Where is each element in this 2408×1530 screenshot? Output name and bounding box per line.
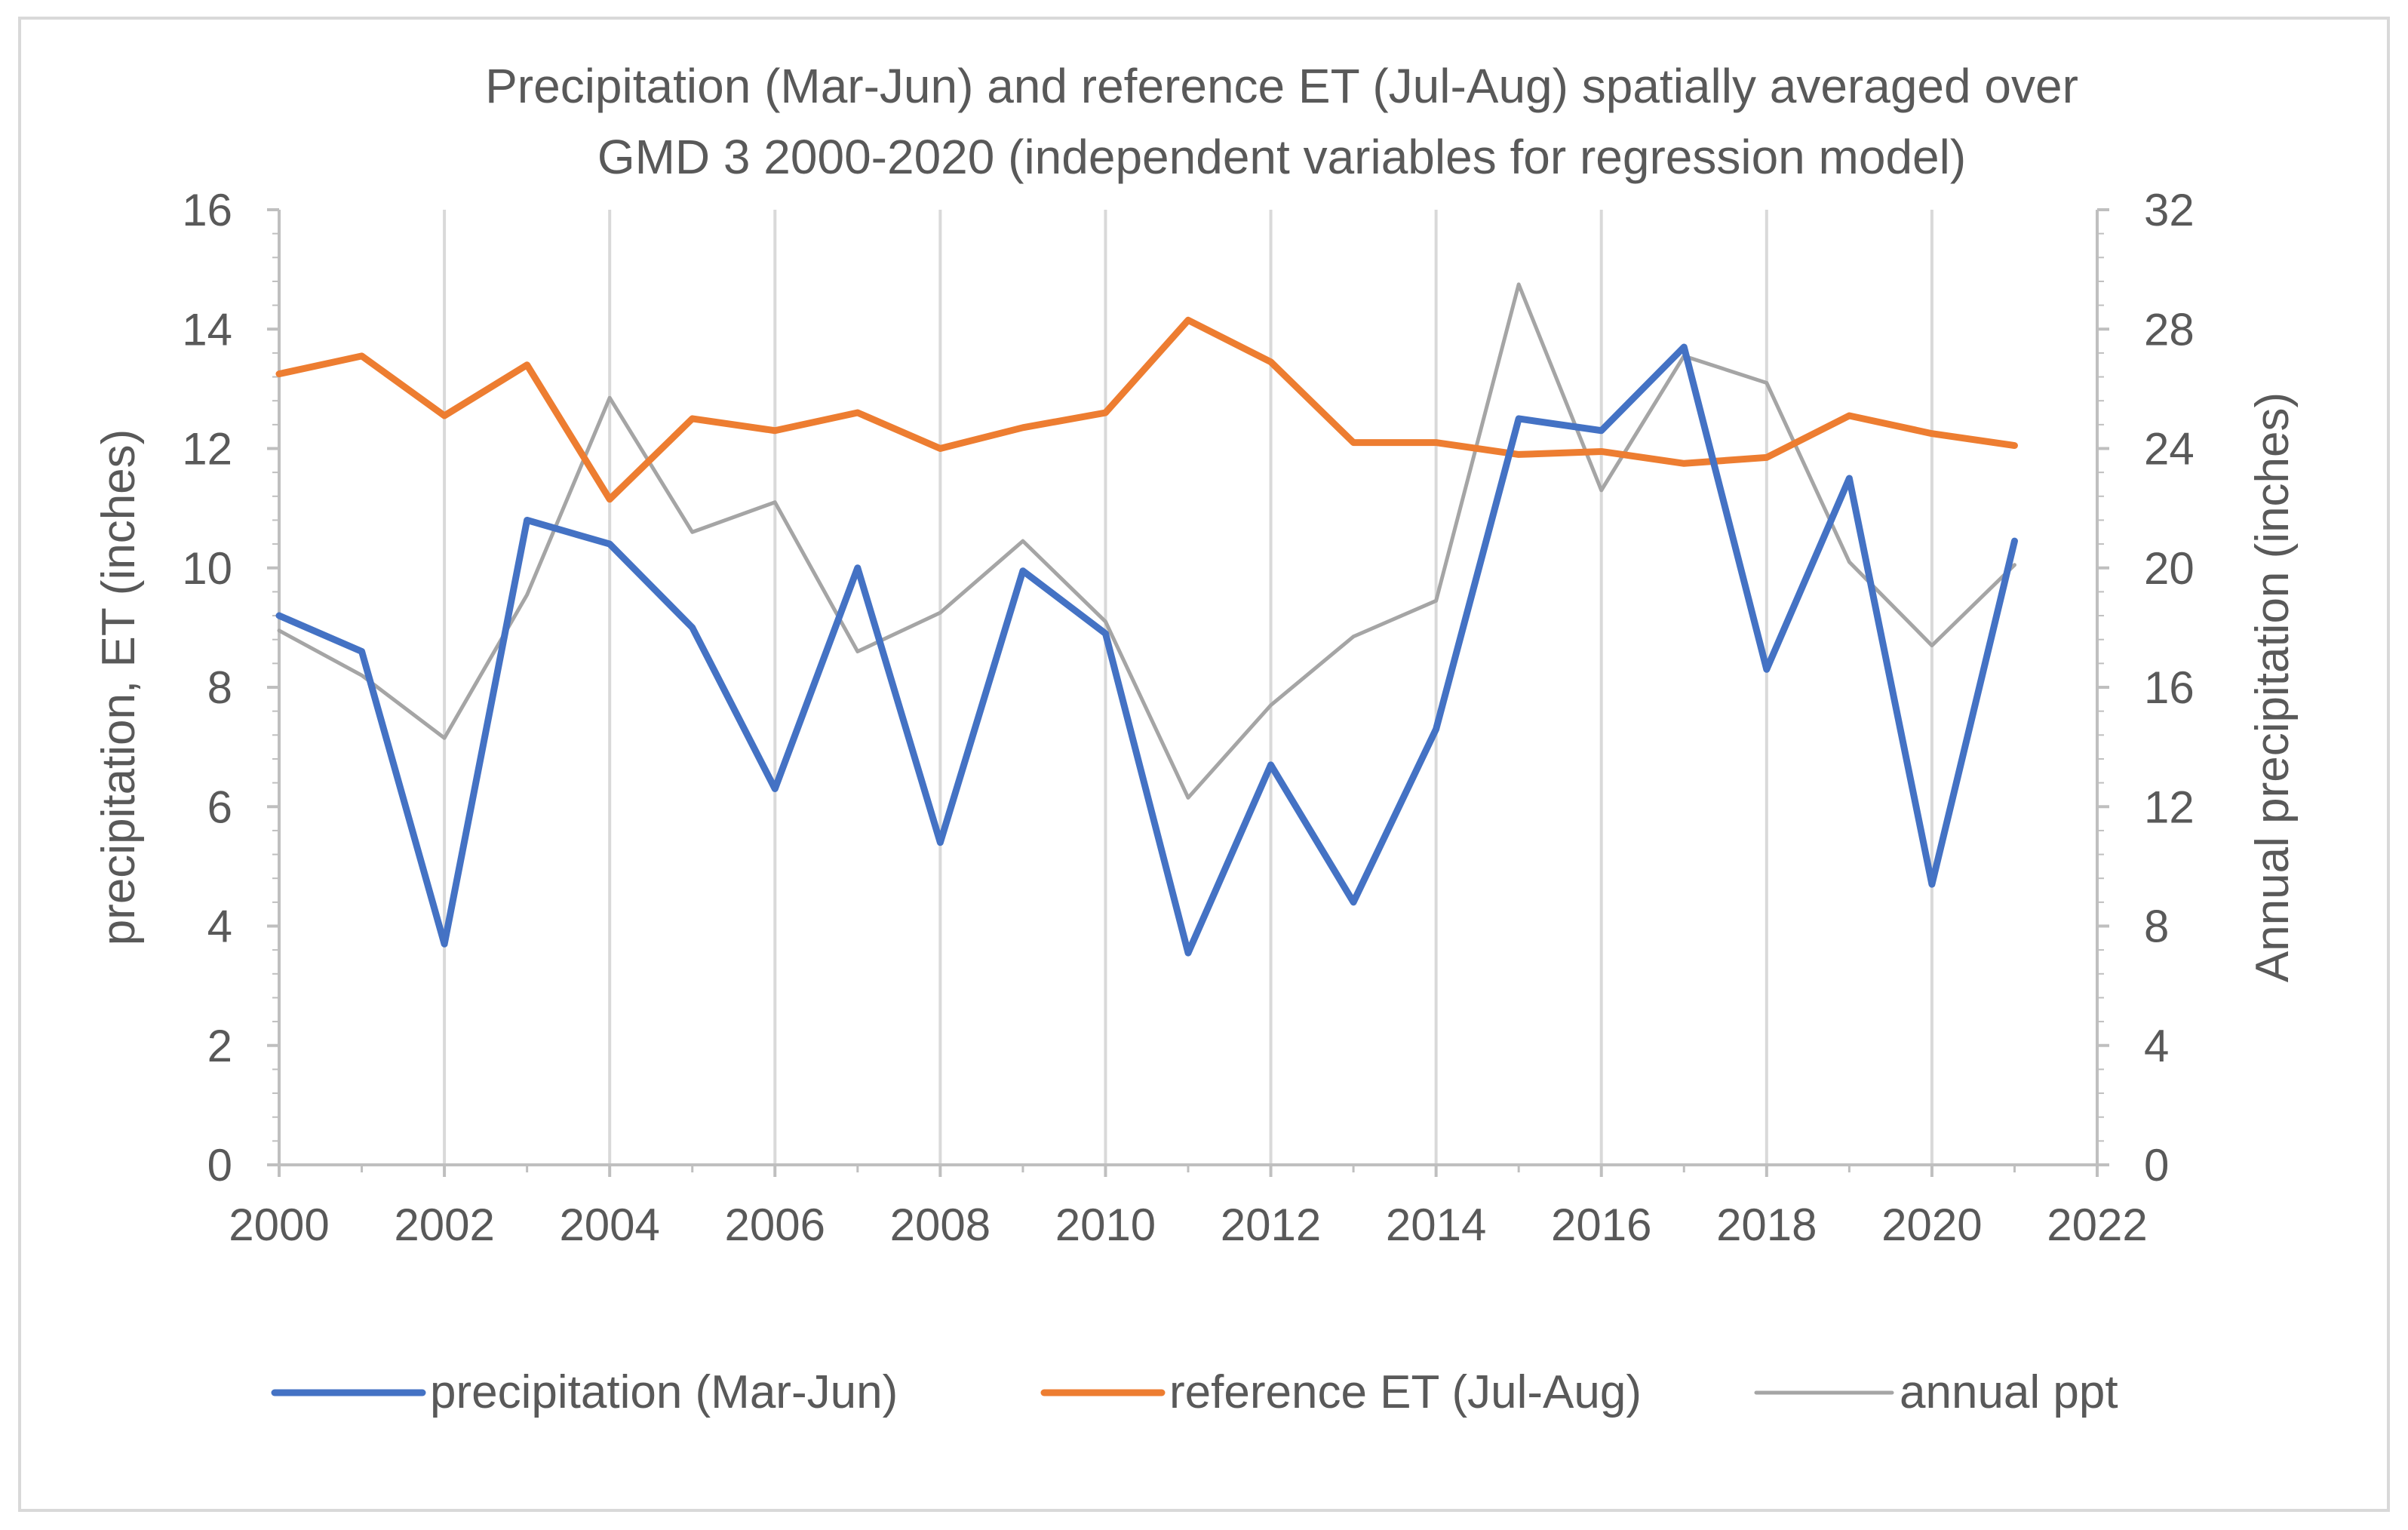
legend-label: precipitation (Mar-Jun) <box>430 1366 898 1418</box>
chart-title-line-1: Precipitation (Mar-Jun) and reference ET… <box>485 59 2078 113</box>
y2-axis-title: Annual precipitation (inches) <box>2247 392 2299 982</box>
gridlines <box>443 210 1933 1165</box>
y-tick-label: 12 <box>182 424 232 475</box>
y-tick-label: 10 <box>182 543 232 594</box>
x-tick-label: 2008 <box>890 1200 991 1250</box>
x-tick-label: 2012 <box>1221 1200 1321 1250</box>
y-tick-label: 4 <box>207 902 232 952</box>
series-line-reference-et-jul-aug <box>275 316 2018 503</box>
x-tick-label: 2016 <box>1551 1200 1651 1250</box>
y2-tick-label: 8 <box>2144 902 2169 952</box>
x-tick-label: 2020 <box>1881 1200 1982 1250</box>
x-tick-label: 2004 <box>559 1200 659 1250</box>
y2-tick-label: 32 <box>2144 185 2195 235</box>
y2-tick-label: 28 <box>2144 304 2195 355</box>
y2-tick-label: 4 <box>2144 1021 2169 1071</box>
y-tick-label: 6 <box>207 782 232 832</box>
y-tick-label: 8 <box>207 662 232 713</box>
legend-label: annual ppt <box>1900 1366 2118 1418</box>
x-tick-label: 2010 <box>1055 1200 1156 1250</box>
axes <box>267 208 2109 1177</box>
series-line-annual-ppt <box>277 282 2016 800</box>
series-line-precipitation-mar-jun <box>275 343 2018 957</box>
legend: precipitation (Mar-Jun) reference ET (Jul… <box>271 1366 2118 1418</box>
x-tick-label: 2002 <box>394 1200 494 1250</box>
y-tick-label: 16 <box>182 185 232 235</box>
y2-tick-label: 12 <box>2144 782 2195 832</box>
x-tick-label: 2018 <box>1716 1200 1817 1250</box>
line-chart: Precipitation (Mar-Jun) and reference ET… <box>93 59 2299 1418</box>
y-axis-title: precipitation, ET (inches) <box>93 429 145 946</box>
y-tick-label: 0 <box>207 1140 232 1191</box>
chart-labels: Precipitation (Mar-Jun) and reference ET… <box>93 59 2299 1250</box>
y2-tick-label: 16 <box>2144 662 2195 713</box>
y-tick-label: 2 <box>207 1021 232 1071</box>
series-lines <box>275 282 2018 957</box>
y2-tick-label: 20 <box>2144 543 2195 594</box>
chart-title-line-2: GMD 3 2000-2020 (independent variables f… <box>597 130 1966 184</box>
chart-frame: Precipitation (Mar-Jun) and reference ET… <box>18 17 2390 1512</box>
x-tick-label: 2000 <box>229 1200 329 1250</box>
y2-tick-label: 0 <box>2144 1140 2169 1191</box>
y-tick-label: 14 <box>182 304 232 355</box>
legend-label: reference ET (Jul-Aug) <box>1169 1366 1642 1418</box>
x-tick-label: 2014 <box>1386 1200 1486 1250</box>
x-tick-label: 2022 <box>2047 1200 2147 1250</box>
x-tick-label: 2006 <box>725 1200 825 1250</box>
y2-tick-label: 24 <box>2144 424 2195 475</box>
